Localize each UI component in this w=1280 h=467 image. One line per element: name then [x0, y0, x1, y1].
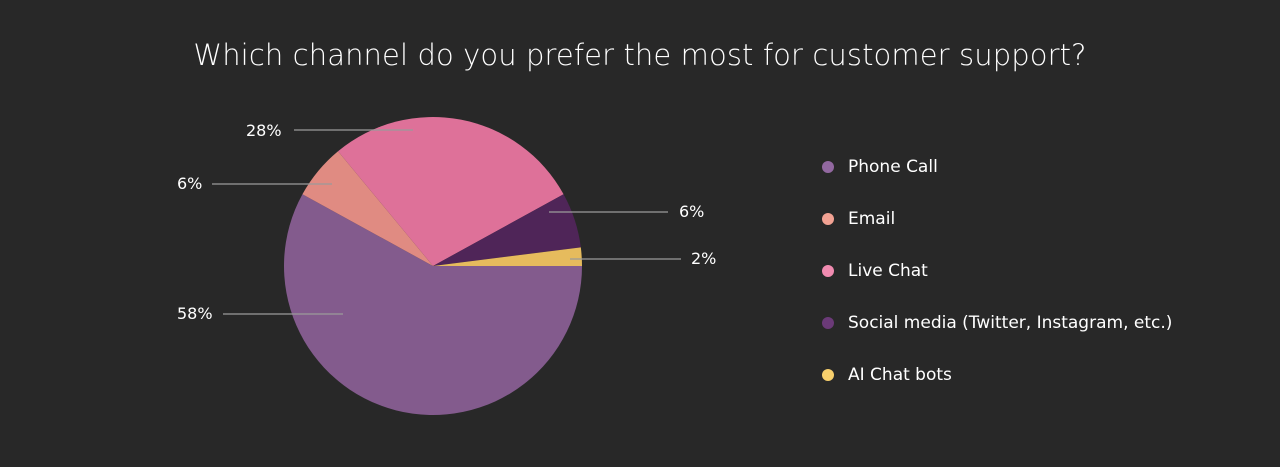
pie-slice-email[interactable] [302, 151, 433, 266]
legend-item-social-media[interactable]: Social media (Twitter, Instagram, etc.) [820, 311, 1172, 335]
pie-slice-social-media[interactable] [433, 194, 581, 266]
chart-title: Which channel do you prefer the most for… [193, 38, 1087, 72]
legend-dot-icon [822, 369, 834, 381]
legend-dot-icon [822, 317, 834, 329]
pie-slices [283, 117, 582, 415]
slice-label-email: 6% [177, 174, 203, 193]
legend-label: Live Chat [848, 261, 928, 281]
legend-item-phone-call[interactable]: Phone Call [820, 155, 1172, 179]
slice-label-phone-call: 58% [177, 304, 213, 323]
slice-label-ai-chat-bots: 2% [691, 249, 717, 268]
pie-slice-phone-call[interactable] [283, 194, 582, 415]
legend-item-live-chat[interactable]: Live Chat [820, 259, 1172, 283]
legend-dot-icon [822, 213, 834, 225]
legend-item-email[interactable]: Email [820, 207, 1172, 231]
pie-slice-live-chat[interactable] [338, 117, 564, 267]
slice-label-social-media: 6% [679, 202, 705, 221]
legend-label: Email [848, 209, 896, 229]
pie-slice-ai-chat-bots[interactable] [433, 247, 582, 266]
legend-dot-icon [822, 265, 834, 277]
leader-lines [212, 129, 681, 315]
legend-label: Phone Call [848, 157, 938, 177]
legend-item-ai-chat-bots[interactable]: AI Chat bots [820, 363, 1172, 387]
legend: Phone Call Email Live Chat Social media … [820, 155, 1172, 415]
slice-label-live-chat: 28% [246, 121, 282, 140]
legend-label: AI Chat bots [848, 365, 952, 385]
legend-dot-icon [822, 161, 834, 173]
legend-label: Social media (Twitter, Instagram, etc.) [848, 313, 1173, 333]
